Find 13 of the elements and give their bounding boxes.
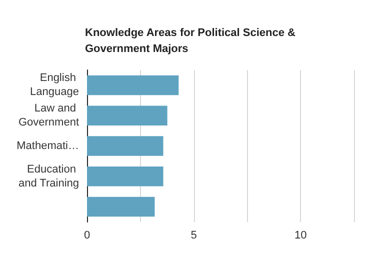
bar bbox=[87, 136, 164, 156]
bar bbox=[87, 166, 164, 186]
x-tick-label: 5 bbox=[190, 230, 197, 242]
y-tick-label: English Language bbox=[30, 72, 79, 98]
y-tick-label: Mathemati… bbox=[16, 140, 79, 152]
x-tick-label: 10 bbox=[294, 230, 307, 242]
bar bbox=[87, 75, 179, 96]
x-tick-label: 0 bbox=[84, 230, 90, 242]
y-tick-label: Law and Government bbox=[18, 102, 79, 129]
bar bbox=[87, 196, 155, 217]
bar bbox=[87, 106, 168, 126]
chart-title: Knowledge Areas for Political Science & Government Majors bbox=[85, 27, 299, 55]
y-tick-label: Education and Training bbox=[18, 163, 79, 190]
